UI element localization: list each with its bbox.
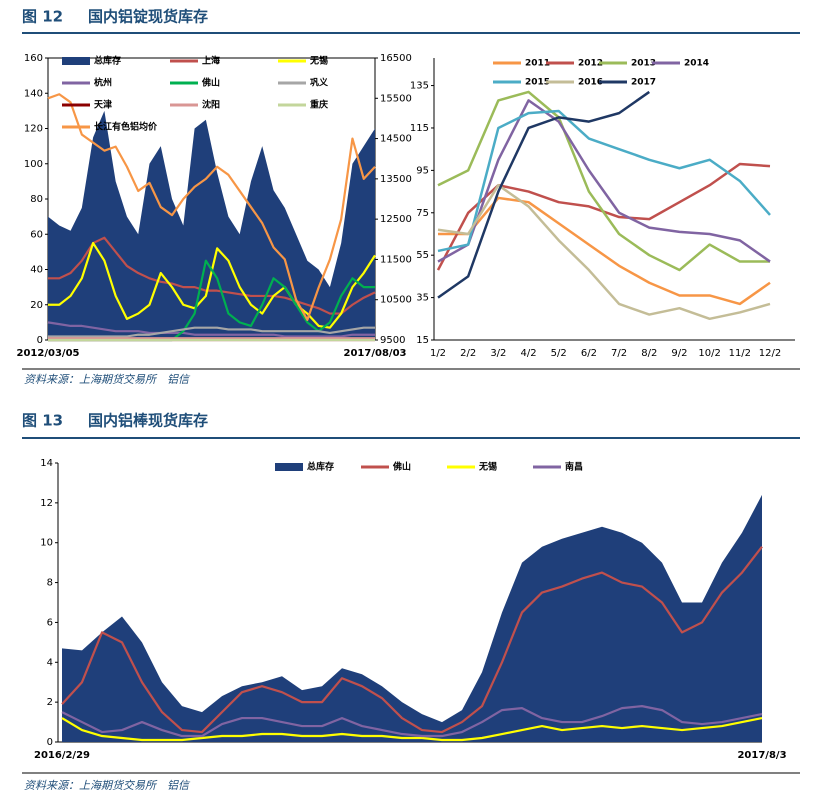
y-tick-label: 135 — [410, 81, 429, 92]
x-tick-label: 2016/2/29 — [34, 750, 90, 761]
legend-label: 2012 — [578, 59, 603, 69]
x-tick-label: 9/2 — [671, 348, 687, 359]
y-tick-label: 95 — [416, 165, 429, 176]
figure-title: 国内铝棒现货库存 — [88, 412, 208, 430]
x-tick-label: 2/2 — [460, 348, 476, 359]
x-tick-label: 5/2 — [551, 348, 567, 359]
line — [48, 326, 375, 338]
x-tick-label: 6/2 — [581, 348, 597, 359]
y-tick-label: 8 — [47, 578, 53, 589]
x-tick-label: 11/2 — [729, 348, 751, 359]
y2-tick-label: 12500 — [380, 214, 412, 225]
y-tick-label: 4 — [47, 657, 53, 668]
legend-label: 总库存 — [94, 55, 121, 67]
line — [437, 109, 771, 253]
y-tick-label: 120 — [24, 124, 43, 135]
y2-tick-label: 13500 — [380, 174, 412, 185]
legend-label: 上海 — [202, 55, 220, 67]
legend-label: 无锡 — [309, 55, 328, 67]
legend-label: 长江有色铝均价 — [94, 121, 158, 133]
y-tick-label: 15 — [416, 335, 429, 346]
legend-label: 无锡 — [478, 461, 497, 473]
line — [48, 236, 376, 315]
line — [437, 90, 650, 299]
figure-label: 图 12 — [22, 8, 63, 26]
y-tick-label: 35 — [416, 293, 429, 304]
legend-label: 佛山 — [201, 77, 220, 89]
legend-label: 2016 — [578, 78, 603, 88]
y-tick-label: 75 — [416, 208, 429, 219]
figure-title: 国内铝锭现货库存 — [88, 8, 208, 26]
y-tick-label: 160 — [24, 53, 43, 64]
x-tick-label: 2017/08/03 — [344, 348, 407, 359]
x-tick-label: 10/2 — [698, 348, 720, 359]
line — [47, 321, 375, 338]
line — [48, 241, 376, 329]
legend-swatch — [275, 463, 303, 471]
legend-label: 2014 — [684, 59, 709, 69]
legend-label: 佛山 — [392, 461, 411, 473]
y-tick-label: 40 — [30, 265, 43, 276]
line — [61, 717, 763, 742]
y2-tick-label: 15500 — [380, 93, 412, 104]
source: 资料来源：上海期货交易所 铝信 — [24, 373, 191, 386]
x-tick-label: 1/2 — [430, 348, 446, 359]
legend-label: 重庆 — [310, 99, 328, 111]
y-tick-label: 80 — [30, 194, 43, 205]
y-tick-label: 14 — [40, 458, 53, 469]
line — [437, 99, 771, 263]
y2-tick-label: 10500 — [380, 295, 412, 306]
line — [61, 546, 763, 734]
legend-label: 沈阳 — [202, 99, 220, 111]
y-tick-label: 6 — [47, 617, 53, 628]
area — [48, 110, 375, 340]
x-tick-label: 7/2 — [611, 348, 627, 359]
legend-label: 天津 — [94, 99, 112, 111]
legend-label: 2011 — [525, 59, 550, 69]
y-tick-label: 12 — [40, 498, 53, 509]
legend-label: 杭州 — [94, 77, 112, 89]
x-tick-label: 2012/03/05 — [17, 348, 80, 359]
x-tick-label: 3/2 — [490, 348, 506, 359]
line — [437, 183, 771, 321]
legend-label: 2013 — [631, 59, 656, 69]
y-tick-label: 10 — [40, 538, 53, 549]
legend-label: 2015 — [525, 78, 550, 88]
x-tick-label: 8/2 — [641, 348, 657, 359]
x-tick-label: 12/2 — [759, 348, 781, 359]
legend-swatch — [62, 57, 90, 65]
legend-label: 南昌 — [565, 461, 583, 473]
y-tick-label: 140 — [24, 88, 43, 99]
area — [62, 494, 762, 742]
y-tick-label: 0 — [47, 737, 53, 748]
y-tick-label: 0 — [37, 335, 43, 346]
y-tick-label: 55 — [416, 250, 429, 261]
y-tick-label: 60 — [30, 229, 43, 240]
legend-label: 巩义 — [310, 77, 329, 89]
line — [61, 705, 763, 738]
x-tick-label: 4/2 — [520, 348, 536, 359]
y-tick-label: 115 — [410, 123, 429, 134]
legend-label: 总库存 — [307, 461, 334, 473]
source: 资料来源：上海期货交易所 铝信 — [24, 779, 191, 792]
y2-tick-label: 11500 — [380, 254, 412, 265]
legend-label: 2017 — [631, 78, 656, 88]
y-tick-label: 20 — [30, 300, 43, 311]
y2-tick-label: 14500 — [380, 134, 412, 145]
y-tick-label: 100 — [24, 159, 43, 170]
figure-label: 图 13 — [22, 412, 63, 430]
line — [47, 93, 376, 321]
y-tick-label: 2 — [47, 697, 53, 708]
x-tick-label: 2017/8/3 — [737, 750, 786, 761]
y2-tick-label: 16500 — [380, 53, 412, 64]
line — [437, 90, 770, 272]
y2-tick-label: 9500 — [380, 335, 405, 346]
